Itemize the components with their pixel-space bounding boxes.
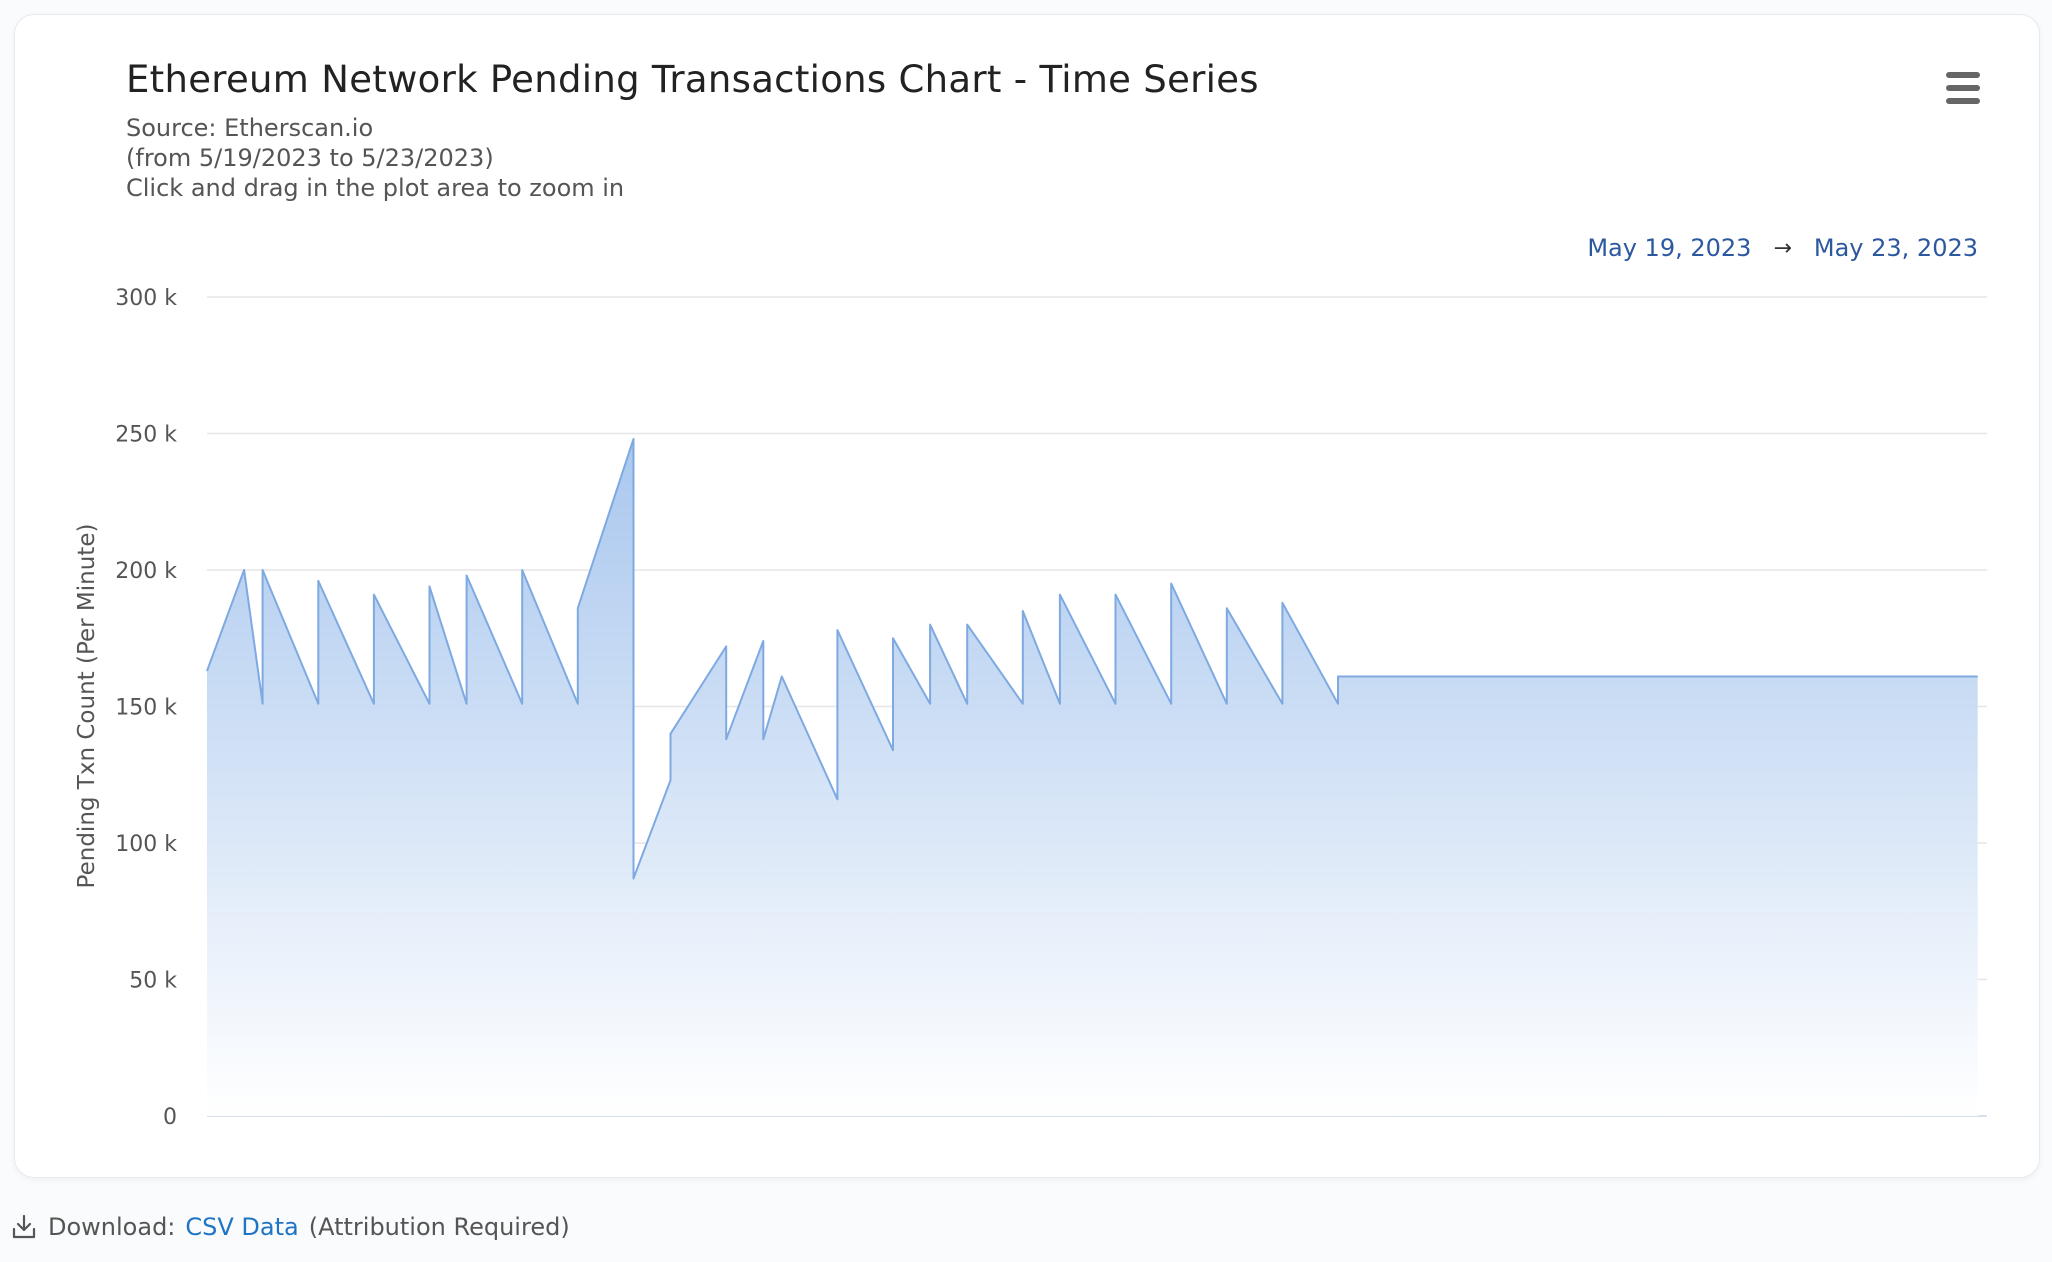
zoom-hint-line: Click and drag in the plot area to zoom … (126, 174, 625, 202)
csv-data-link[interactable]: CSV Data (185, 1213, 299, 1241)
y-tick-label: 50 k (129, 969, 177, 994)
range-selector: May 19, 2023 → May 23, 2023 (1587, 234, 1978, 262)
download-icon[interactable] (10, 1213, 38, 1241)
date-range-line: (from 5/19/2023 to 5/23/2023) (126, 144, 494, 172)
y-tick-label: 0 (163, 1105, 177, 1130)
chart-title: Ethereum Network Pending Transactions Ch… (126, 58, 1259, 101)
y-tick-label: 100 k (115, 832, 177, 857)
attribution-note: (Attribution Required) (308, 1213, 570, 1241)
download-prefix: Download: (48, 1213, 176, 1241)
source-line: Source: Etherscan.io (126, 114, 374, 142)
hamburger-menu-icon[interactable] (1946, 72, 1980, 104)
download-bar: Download: CSV Data (Attribution Required… (10, 1213, 570, 1241)
y-tick-label: 150 k (115, 696, 177, 721)
range-from-date[interactable]: May 19, 2023 (1587, 234, 1752, 262)
series-area-fill (207, 439, 1978, 1116)
range-to-date[interactable]: May 23, 2023 (1813, 234, 1978, 262)
y-tick-label: 200 k (115, 559, 177, 584)
chart-subtitle: Source: Etherscan.io (from 5/19/2023 to … (126, 113, 624, 203)
y-tick-label: 250 k (115, 423, 177, 448)
y-tick-label: 300 k (115, 286, 177, 311)
series-line (206, 438, 1978, 880)
range-arrow-icon: → (1773, 235, 1792, 261)
